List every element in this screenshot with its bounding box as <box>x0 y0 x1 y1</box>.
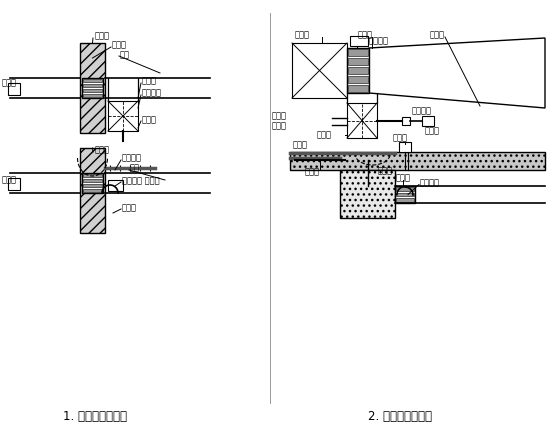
Text: 检修口: 检修口 <box>122 203 137 212</box>
Text: 复位手柄 检查口: 复位手柄 检查口 <box>122 176 160 185</box>
Text: 检查口: 检查口 <box>142 77 157 86</box>
Text: 金属软管: 金属软管 <box>412 106 432 115</box>
Text: 接线盒: 接线盒 <box>393 134 408 143</box>
Bar <box>350 36 368 46</box>
Bar <box>80 148 105 233</box>
Text: 排烟口: 排烟口 <box>295 30 310 39</box>
Bar <box>83 179 102 182</box>
Bar <box>82 78 103 98</box>
Bar <box>395 186 415 203</box>
Bar <box>108 101 138 131</box>
Text: 防火墙: 防火墙 <box>95 32 110 41</box>
Bar <box>348 58 368 65</box>
Bar <box>422 116 434 125</box>
Bar <box>340 170 395 218</box>
Text: 风道: 风道 <box>130 163 140 172</box>
Text: 2. 排烟阀安装方法: 2. 排烟阀安装方法 <box>368 410 432 422</box>
Text: 开手柄: 开手柄 <box>272 111 287 120</box>
Text: 金属软管: 金属软管 <box>122 154 142 163</box>
Text: 排烟口: 排烟口 <box>293 140 308 149</box>
Bar <box>347 48 369 93</box>
Bar <box>348 76 368 83</box>
Text: 接线盒: 接线盒 <box>2 175 17 184</box>
Text: 检修口: 检修口 <box>142 116 157 125</box>
Bar <box>83 94 102 97</box>
Bar <box>290 152 545 170</box>
Bar <box>348 85 368 92</box>
Text: 金属软管: 金属软管 <box>420 178 440 187</box>
Bar <box>347 103 377 138</box>
Bar <box>83 174 102 177</box>
Text: 金属软管: 金属软管 <box>142 89 162 98</box>
Bar <box>83 184 102 187</box>
Text: 接线盒: 接线盒 <box>2 78 17 87</box>
Bar <box>83 84 102 87</box>
Bar <box>399 142 411 152</box>
Bar <box>292 43 347 98</box>
Text: 防火墙: 防火墙 <box>95 146 110 155</box>
Text: 驱动部分: 驱动部分 <box>369 36 389 45</box>
Bar <box>396 193 414 196</box>
Text: 关手柄: 关手柄 <box>305 167 320 176</box>
Text: 排烟阀: 排烟阀 <box>358 30 373 39</box>
Text: 接线盒: 接线盒 <box>425 126 440 135</box>
Bar <box>8 83 20 95</box>
Bar <box>396 198 414 202</box>
Bar <box>348 49 368 56</box>
Text: 风道: 风道 <box>120 51 130 59</box>
Text: 防火阀: 防火阀 <box>112 41 127 50</box>
Bar <box>83 79 102 82</box>
Bar <box>83 189 102 192</box>
Text: 排烟道: 排烟道 <box>430 30 445 39</box>
Bar <box>396 187 414 190</box>
Text: 开手柄: 开手柄 <box>395 173 410 182</box>
Text: 检查口: 检查口 <box>317 131 332 140</box>
Text: 检修口: 检修口 <box>377 166 393 175</box>
Bar <box>80 43 105 133</box>
Text: 1. 防火阀安装方法: 1. 防火阀安装方法 <box>63 410 127 422</box>
Text: 关手柄: 关手柄 <box>272 121 287 130</box>
Bar <box>83 89 102 92</box>
Bar <box>8 178 20 190</box>
Bar <box>82 173 103 193</box>
Bar <box>348 67 368 74</box>
Bar <box>108 180 123 191</box>
Bar <box>402 116 410 125</box>
